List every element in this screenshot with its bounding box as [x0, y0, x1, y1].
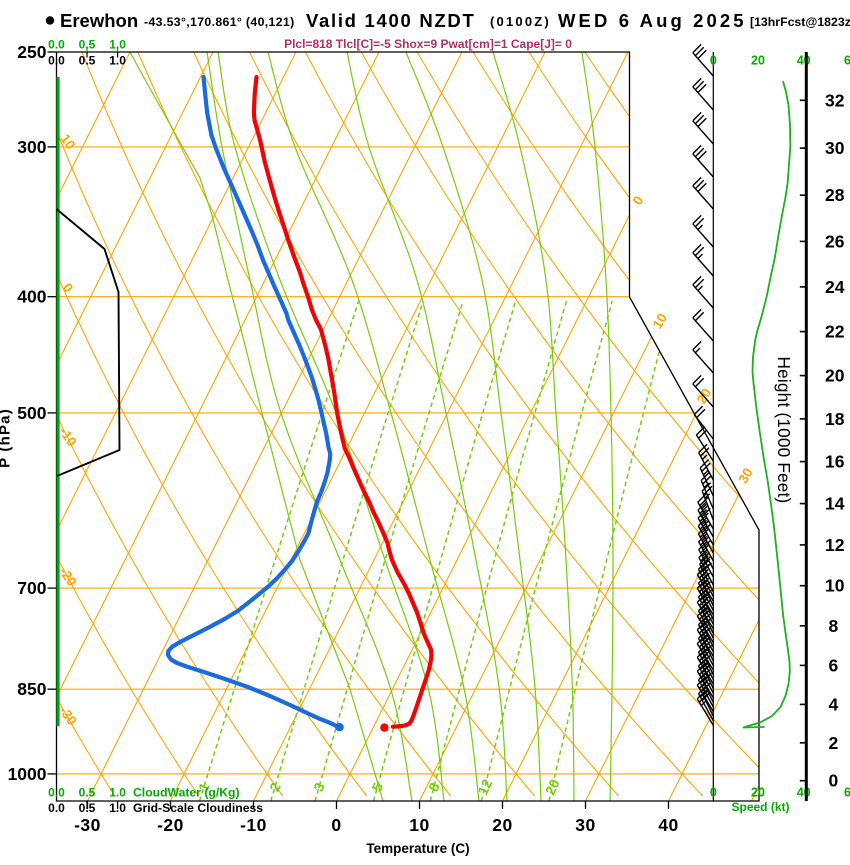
svg-text:20: 20 [492, 815, 512, 835]
svg-text:26: 26 [825, 231, 845, 251]
svg-text:28: 28 [825, 185, 845, 205]
svg-text:0: 0 [710, 54, 717, 68]
svg-text:Grid-Scale Cloudiness: Grid-Scale Cloudiness [133, 801, 263, 815]
svg-text:0.0: 0.0 [48, 38, 65, 52]
svg-text:CloudWater (g/Kg): CloudWater (g/Kg) [133, 786, 240, 800]
svg-text:-20: -20 [157, 815, 184, 835]
svg-text:0.5: 0.5 [79, 54, 96, 68]
svg-text:10: 10 [57, 131, 78, 152]
svg-text:2: 2 [829, 733, 839, 753]
svg-text:Height (1000 Feet): Height (1000 Feet) [774, 357, 794, 504]
svg-text:250: 250 [17, 42, 46, 62]
svg-text:1.0: 1.0 [109, 786, 126, 800]
svg-text:32: 32 [825, 90, 845, 110]
svg-text:-43.53°,170.861° (40,121): -43.53°,170.861° (40,121) [144, 15, 295, 29]
svg-text:0.0: 0.0 [48, 54, 65, 68]
svg-text:(0100Z): (0100Z) [490, 14, 551, 29]
svg-text:0.5: 0.5 [79, 38, 96, 52]
svg-text:8: 8 [829, 616, 839, 636]
svg-text:0: 0 [331, 815, 341, 835]
svg-text:4: 4 [829, 694, 839, 714]
svg-text:20: 20 [825, 366, 845, 386]
svg-text:-10: -10 [240, 815, 267, 835]
svg-text:[13hrFcst@1823z]: [13hrFcst@1823z] [750, 15, 850, 29]
svg-text:0: 0 [829, 771, 839, 791]
svg-text:Temperature (C): Temperature (C) [366, 841, 469, 856]
svg-text:30: 30 [575, 815, 595, 835]
svg-text:0.0: 0.0 [48, 801, 65, 815]
svg-text:30: 30 [735, 465, 756, 486]
svg-text:40: 40 [797, 786, 811, 800]
svg-text:60: 60 [844, 54, 850, 68]
svg-text:700: 700 [17, 578, 46, 598]
svg-text:Plcl=818 Tlcl[C]=-5 Shox=9 Pwa: Plcl=818 Tlcl[C]=-5 Shox=9 Pwat[cm]=1 Ca… [284, 37, 572, 51]
svg-text:18: 18 [825, 409, 845, 429]
svg-text:400: 400 [17, 287, 46, 307]
svg-text:0.5: 0.5 [79, 801, 96, 815]
svg-text:10: 10 [409, 815, 429, 835]
svg-text:20: 20 [751, 54, 765, 68]
svg-text:WED 6 Aug 2025: WED 6 Aug 2025 [558, 10, 747, 31]
svg-text:300: 300 [17, 137, 46, 157]
svg-text:6: 6 [829, 655, 839, 675]
svg-text:16: 16 [825, 452, 845, 472]
svg-text:850: 850 [17, 679, 46, 699]
svg-text:40: 40 [658, 815, 678, 835]
svg-text:60: 60 [844, 786, 850, 800]
svg-text:1.0: 1.0 [109, 54, 126, 68]
svg-text:12: 12 [474, 776, 495, 797]
svg-text:12: 12 [825, 535, 845, 555]
svg-text:14: 14 [825, 494, 845, 514]
svg-text:500: 500 [17, 403, 46, 423]
svg-text:P (hPa): P (hPa) [0, 408, 14, 468]
svg-text:24: 24 [825, 277, 845, 297]
svg-text:20: 20 [542, 776, 563, 797]
svg-text:40: 40 [797, 54, 811, 68]
svg-text:0.5: 0.5 [79, 786, 96, 800]
svg-text:0: 0 [710, 786, 717, 800]
svg-text:Valid 1400 NZDT: Valid 1400 NZDT [306, 10, 475, 31]
svg-text:10: 10 [825, 576, 845, 596]
svg-text:0.0: 0.0 [48, 786, 65, 800]
svg-text:1000: 1000 [8, 764, 47, 784]
svg-text:1.0: 1.0 [109, 801, 126, 815]
svg-text:-30: -30 [74, 815, 101, 835]
svg-text:Speed (kt): Speed (kt) [731, 800, 789, 814]
svg-text:1.0: 1.0 [109, 38, 126, 52]
svg-text:10: 10 [650, 311, 671, 332]
svg-text:30: 30 [825, 138, 845, 158]
svg-text:22: 22 [825, 322, 845, 342]
svg-text:Erewhon: Erewhon [60, 10, 138, 31]
svg-text:20: 20 [751, 786, 765, 800]
